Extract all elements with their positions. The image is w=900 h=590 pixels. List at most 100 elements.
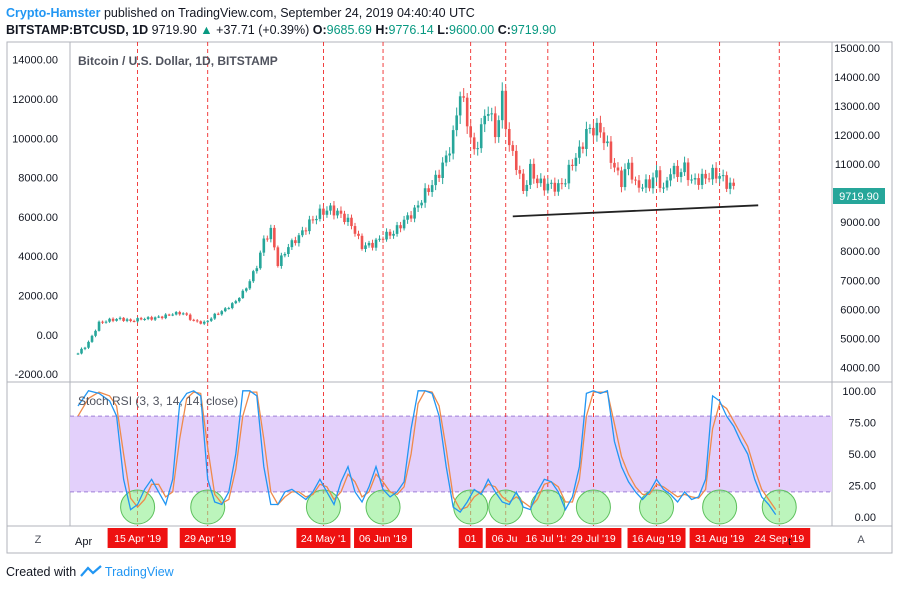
stoch-k-line bbox=[77, 389, 777, 515]
candle-body bbox=[634, 179, 637, 181]
candle-body bbox=[125, 319, 129, 321]
candle-body bbox=[90, 335, 94, 342]
date-marker-label: 06 Jun '19 bbox=[359, 533, 407, 545]
candle-body bbox=[641, 187, 644, 189]
candle-body bbox=[606, 141, 609, 144]
high-value: 9776.14 bbox=[388, 23, 434, 37]
date-marker-box bbox=[689, 528, 750, 548]
candle-body bbox=[420, 202, 423, 206]
candle-body bbox=[402, 219, 406, 229]
date-marker-box bbox=[179, 528, 236, 548]
zoom-button[interactable]: Z bbox=[14, 528, 62, 550]
candle-body bbox=[557, 183, 560, 192]
candle-body bbox=[406, 215, 409, 220]
rsi-tick-label: 0.00 bbox=[855, 512, 876, 524]
right-tick-label: 9000.00 bbox=[840, 217, 880, 229]
candle-body bbox=[423, 188, 427, 203]
candle-body bbox=[181, 313, 185, 315]
candle-body bbox=[595, 122, 599, 136]
date-marker-box bbox=[565, 528, 622, 548]
low-value: 9600.00 bbox=[449, 23, 495, 37]
auto-scale-button[interactable]: A bbox=[836, 528, 886, 550]
candle-body bbox=[532, 163, 536, 179]
candle-body bbox=[592, 127, 595, 136]
candle-body bbox=[371, 242, 374, 248]
candle-body bbox=[704, 173, 707, 179]
candle-body bbox=[413, 207, 416, 219]
change-value: +37.71 (+0.39%) bbox=[216, 23, 310, 37]
candle-body bbox=[269, 227, 273, 240]
symbol-label: BITSTAMP:BTCUSD, 1D bbox=[6, 23, 149, 37]
candle-body bbox=[185, 313, 188, 315]
candle-body bbox=[311, 219, 315, 221]
candle-body bbox=[378, 238, 381, 240]
candle-body bbox=[230, 303, 234, 309]
support-trendline[interactable] bbox=[512, 204, 759, 218]
candle-body bbox=[220, 311, 224, 315]
date-marker-box bbox=[296, 528, 351, 548]
candle-body bbox=[171, 314, 174, 316]
candle-body bbox=[676, 165, 679, 177]
candle-body bbox=[252, 271, 255, 282]
auto-scale-button-label[interactable]: A bbox=[857, 534, 865, 546]
candle-body bbox=[223, 308, 227, 312]
candle-body bbox=[637, 180, 641, 188]
date-marker-label: 15 Apr '19 bbox=[114, 533, 161, 545]
candle-body bbox=[504, 90, 508, 130]
candle-body bbox=[80, 348, 83, 354]
tradingview-logo-icon bbox=[79, 565, 102, 577]
date-marker-label: 29 Apr '19 bbox=[184, 533, 231, 545]
date-marker-box bbox=[627, 528, 686, 548]
date-marker-label: 24 May '1 bbox=[301, 533, 346, 545]
zoom-button-label[interactable]: Z bbox=[35, 534, 42, 546]
author-link[interactable]: Crypto-Hamster bbox=[6, 6, 101, 20]
open-label: O: bbox=[312, 23, 327, 37]
candle-body bbox=[711, 167, 714, 180]
candle-body bbox=[280, 255, 283, 266]
candle-body bbox=[507, 129, 511, 146]
candle-body bbox=[129, 319, 132, 321]
left-tick-label: 4000.00 bbox=[18, 251, 58, 263]
candle-body bbox=[409, 215, 413, 219]
candle-body bbox=[536, 178, 539, 184]
oversold-circle bbox=[305, 489, 341, 525]
close-value: 9719.90 bbox=[510, 23, 557, 37]
candle-body bbox=[101, 321, 104, 323]
candle-body bbox=[539, 178, 543, 184]
candle-body bbox=[244, 288, 248, 291]
candle-body bbox=[118, 317, 122, 319]
left-price-axis: -2000.00 0.00 2000.00 4000.00 6000.00 8000.00… bbox=[12, 55, 58, 381]
candle-body bbox=[150, 317, 153, 320]
footer-brand-link[interactable]: TradingView bbox=[104, 565, 174, 579]
candle-body bbox=[613, 162, 616, 168]
candle-body bbox=[206, 320, 210, 322]
candle-body bbox=[234, 301, 238, 304]
candle-body bbox=[213, 313, 217, 319]
candle-body bbox=[655, 170, 658, 178]
candle-body bbox=[525, 184, 529, 192]
candle-body bbox=[648, 179, 651, 189]
candle-body bbox=[199, 321, 203, 324]
rsi-legend: Stoch RSI (3, 3, 14, 14, close) bbox=[78, 394, 238, 408]
candle-body bbox=[448, 153, 451, 156]
price-legend: Bitcoin / U.S. Dollar, 1D, BITSTAMP bbox=[78, 54, 278, 68]
low-label: L: bbox=[437, 23, 450, 37]
candle-body bbox=[497, 120, 501, 138]
oversold-circle bbox=[190, 489, 226, 525]
candle-body bbox=[630, 162, 634, 180]
candle-body bbox=[574, 157, 578, 166]
candle-body bbox=[255, 268, 259, 272]
candle-body bbox=[192, 319, 196, 321]
candle-body bbox=[700, 173, 704, 185]
candle-body bbox=[111, 318, 115, 321]
left-tick-label: 0.00 bbox=[37, 330, 58, 342]
candle-body bbox=[157, 316, 160, 318]
right-tick-label: 7000.00 bbox=[840, 275, 880, 287]
candles bbox=[76, 82, 735, 355]
candle-body bbox=[153, 317, 157, 320]
candle-body bbox=[728, 182, 732, 189]
left-tick-label: 10000.00 bbox=[12, 133, 58, 145]
candle-body bbox=[104, 321, 108, 323]
candle-body bbox=[483, 115, 487, 125]
